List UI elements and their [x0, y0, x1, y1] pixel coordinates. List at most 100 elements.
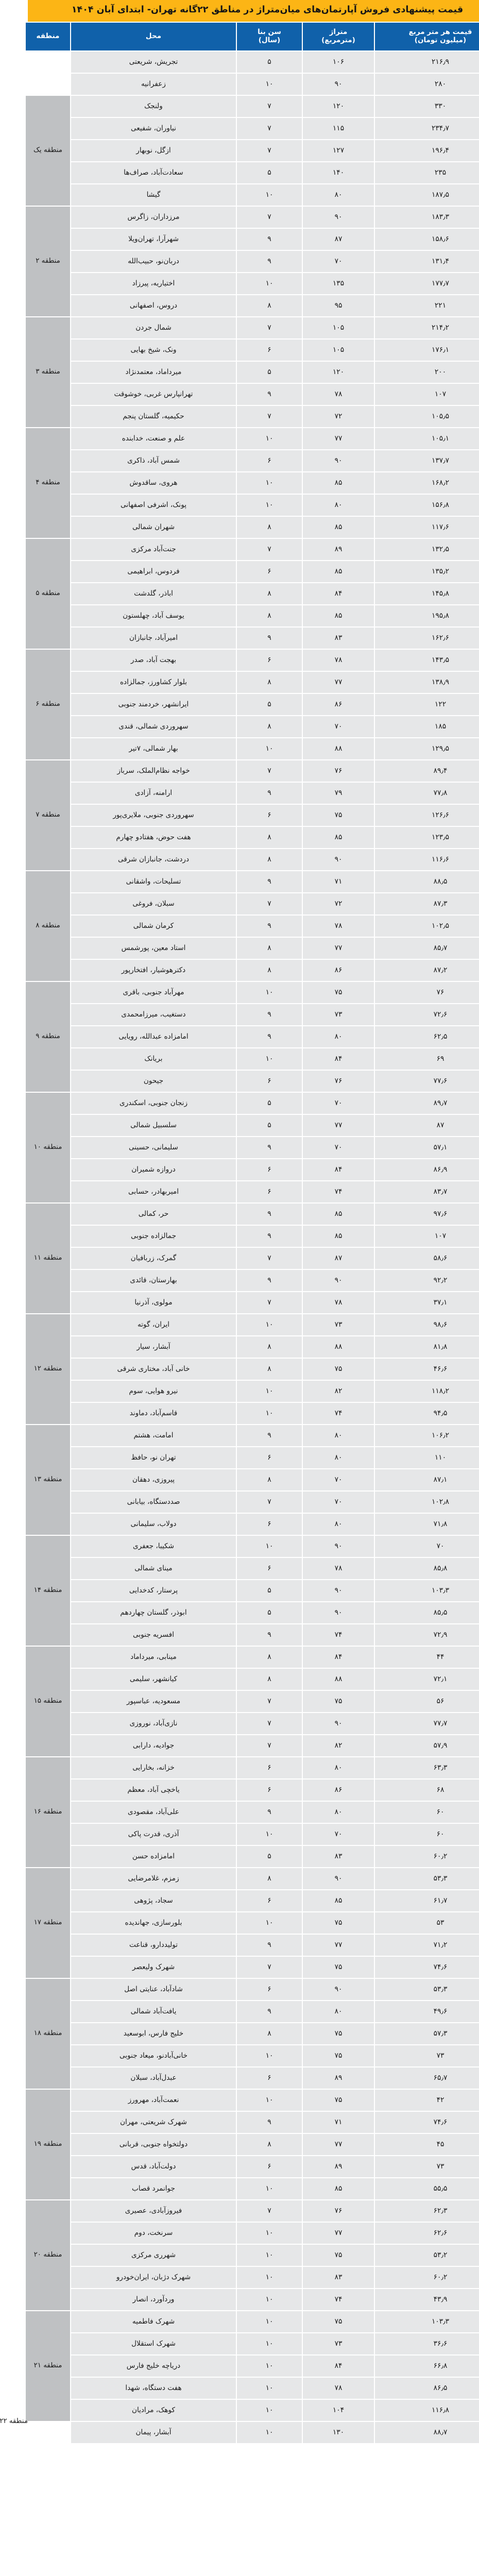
cell-area: ۷۰ — [275, 1469, 346, 1490]
cell-neighborhood: خزانه، بخارایی — [43, 1757, 208, 1778]
cell-area: ۷۸ — [275, 650, 346, 671]
cell-area: ۷۸ — [275, 1558, 346, 1579]
cell-building-age: ۹ — [209, 2112, 274, 2133]
table-row: ۵۷٫۱ ۷۰ ۹ سلیمانی، حسینی — [0, 1137, 478, 1158]
cell-neighborhood: خانی آباد، مختاری شرقی — [43, 1359, 208, 1380]
cell-region-name: منطقه ۲ — [0, 207, 42, 316]
cell-price-per-sqm: ۷۱٫۲ — [347, 1935, 478, 1956]
cell-building-age: ۱۰ — [209, 74, 274, 95]
cell-price-per-sqm: ۶۰٫۲ — [347, 2267, 478, 2288]
cell-building-age: ۷ — [209, 140, 274, 161]
cell-building-age: ۹ — [209, 1204, 274, 1225]
cell-price-per-sqm: ۱۸۳٫۳ — [347, 207, 478, 228]
cell-area: ۸۹ — [275, 2067, 346, 2089]
cell-area: ۷۰ — [275, 1093, 346, 1114]
column-header-place: محل — [43, 23, 208, 50]
cell-building-age: ۱۰ — [209, 2355, 274, 2377]
table-row: ۷۳ ۷۵ ۱۰ خانی‌آبادنو، میعاد جنوبی — [0, 2045, 478, 2066]
cell-neighborhood: تجریش، شریعتی — [43, 52, 208, 73]
table-row: ۲۱۴٫۲ ۱۰۵ ۷ شمال جردن منطقه ۳ — [0, 317, 478, 338]
cell-neighborhood: مسعودیه، عباسپور — [43, 1691, 208, 1712]
cell-building-age: ۶ — [209, 1447, 274, 1468]
cell-area: ۸۶ — [275, 694, 346, 715]
cell-building-age: ۸ — [209, 1647, 274, 1668]
cell-neighborhood: شهرک فاطمیه — [43, 2311, 208, 2332]
cell-building-age: ۹ — [209, 1935, 274, 1956]
cell-building-age: ۶ — [209, 1780, 274, 1801]
cell-price-per-sqm: ۱۹۶٫۴ — [347, 140, 478, 161]
cell-neighborhood: علی‌آباد، مقصودی — [43, 1802, 208, 1823]
cell-neighborhood: خواجه نظام‌الملک، سرباز — [43, 760, 208, 782]
cell-building-age: ۱۰ — [209, 2045, 274, 2066]
cell-area: ۸۹ — [275, 539, 346, 560]
cell-area: ۷۱ — [275, 871, 346, 892]
table-row: ۱۱۰ ۸۰ ۶ تهران نو، حافظ — [0, 1447, 478, 1468]
cell-building-age: ۱۰ — [209, 2245, 274, 2266]
cell-area: ۸۰ — [275, 495, 346, 516]
table-row: ۱۳۲٫۵ ۸۹ ۷ جنت‌آباد مرکزی منطقه ۵ — [0, 539, 478, 560]
cell-price-per-sqm: ۹۷٫۶ — [347, 1204, 478, 1225]
cell-price-per-sqm: ۸۹٫۷ — [347, 1093, 478, 1114]
cell-building-age: ۱۰ — [209, 2289, 274, 2310]
cell-building-age: ۶ — [209, 1558, 274, 1579]
cell-price-per-sqm: ۱۲۶٫۶ — [347, 805, 478, 826]
cell-building-age: ۶ — [209, 650, 274, 671]
table-row: ۸۶٫۵ ۷۸ ۱۰ هفت دستگاه، شهدا — [0, 2378, 478, 2399]
table-row: ۸۵٫۵ ۹۰ ۵ ابوذر، گلستان چهاردهم — [0, 1602, 478, 1623]
cell-price-per-sqm: ۲۰۰ — [347, 362, 478, 383]
cell-area: ۷۰ — [275, 716, 346, 737]
cell-price-per-sqm: ۲۳۵ — [347, 162, 478, 183]
table-row: ۸۷٫۲ ۸۶ ۸ دکترهوشیار، افتخارپور — [0, 960, 478, 981]
cell-building-age: ۶ — [209, 1514, 274, 1535]
cell-building-age: ۷ — [209, 96, 274, 117]
cell-area: ۱۲۰ — [275, 96, 346, 117]
cell-region-name: منطقه ۱۸ — [0, 1979, 42, 2089]
table-row: ۱۵۸٫۶ ۸۷ ۹ شهرآرا، تهران‌ویلا — [0, 229, 478, 250]
cell-building-age: ۸ — [209, 2023, 274, 2044]
cell-price-per-sqm: ۱۷۷٫۷ — [347, 273, 478, 294]
cell-area: ۷۳ — [275, 2333, 346, 2354]
cell-area: ۸۰ — [275, 1514, 346, 1535]
cell-area: ۷۵ — [275, 2023, 346, 2044]
cell-price-per-sqm: ۵۶ — [347, 1691, 478, 1712]
cell-area: ۷۷ — [275, 1115, 346, 1136]
cell-price-per-sqm: ۲۳۴٫۷ — [347, 118, 478, 139]
table-row: ۱۱۸٫۲ ۸۲ ۱۰ نیرو هوایی، سوم — [0, 1381, 478, 1402]
table-row: ۲۳۵ ۱۴۰ ۵ سعادت‌آباد، صراف‌ها — [0, 162, 478, 183]
cell-price-per-sqm: ۲۱۶٫۹ — [347, 52, 478, 73]
cell-neighborhood: دروازه شمیران — [43, 1159, 208, 1180]
table-row: ۱۱۷٫۶ ۸۵ ۸ شهران شمالی — [0, 517, 478, 538]
cell-neighborhood: یوسف آباد، چهلستون — [43, 605, 208, 626]
cell-price-per-sqm: ۴۶٫۶ — [347, 1359, 478, 1380]
cell-region-name: منطقه ۱۴ — [0, 1536, 42, 1646]
cell-building-age: ۹ — [209, 1137, 274, 1158]
table-row: ۲۸۰ ۹۰ ۱۰ زعفرانیه — [0, 74, 478, 95]
table-row: ۱۰۶٫۲ ۸۰ ۹ امامت، هشتم منطقه ۱۳ — [0, 1425, 478, 1446]
table-row: ۱۳۷٫۷ ۹۰ ۶ شمس آباد، ذاکری — [0, 450, 478, 471]
cell-neighborhood: شهرک استقلال — [43, 2333, 208, 2354]
cell-price-per-sqm: ۷۷٫۸ — [347, 783, 478, 804]
cell-neighborhood: حکیمیه، گلستان پنجم — [43, 406, 208, 427]
cell-neighborhood: نعمت‌آباد، مهرورز — [43, 2090, 208, 2111]
cell-building-age: ۶ — [209, 1890, 274, 1911]
cell-area: ۹۰ — [275, 1868, 346, 1889]
cell-price-per-sqm: ۱۰۲٫۸ — [347, 1492, 478, 1513]
cell-area: ۱۰۴ — [275, 2400, 346, 2421]
cell-neighborhood: زمزم، غلامرضایی — [43, 1868, 208, 1889]
cell-price-per-sqm: ۱۲۳٫۵ — [347, 827, 478, 848]
cell-building-age: ۹ — [209, 1425, 274, 1446]
cell-neighborhood: هفت حوض، هفتادو چهارم — [43, 827, 208, 848]
cell-area: ۸۸ — [275, 1669, 346, 1690]
cell-price-per-sqm: ۸۳٫۷ — [347, 1181, 478, 1202]
cell-area: ۷۱ — [275, 2112, 346, 2133]
cell-building-age: ۸ — [209, 1469, 274, 1490]
cell-neighborhood: بهارستان، قائدی — [43, 1270, 208, 1291]
table-row: ۷۴٫۶ ۷۱ ۹ شهرک شریعتی، مهران — [0, 2112, 478, 2133]
cell-neighborhood: پرستار، کدخدایی — [43, 1580, 208, 1601]
cell-building-age: ۸ — [209, 1336, 274, 1358]
column-header-region: منطقه — [0, 23, 42, 50]
table-row: ۸۳٫۷ ۷۴ ۶ امیربهادر، حسابی — [0, 1181, 478, 1202]
table-row: ۸۷٫۳ ۷۲ ۷ سبلان، فروغی — [0, 893, 478, 914]
table-row: ۱۲۹٫۵ ۸۸ ۱۰ بهار شمالی، ۷تیر — [0, 738, 478, 759]
cell-building-age: ۹ — [209, 1270, 274, 1291]
